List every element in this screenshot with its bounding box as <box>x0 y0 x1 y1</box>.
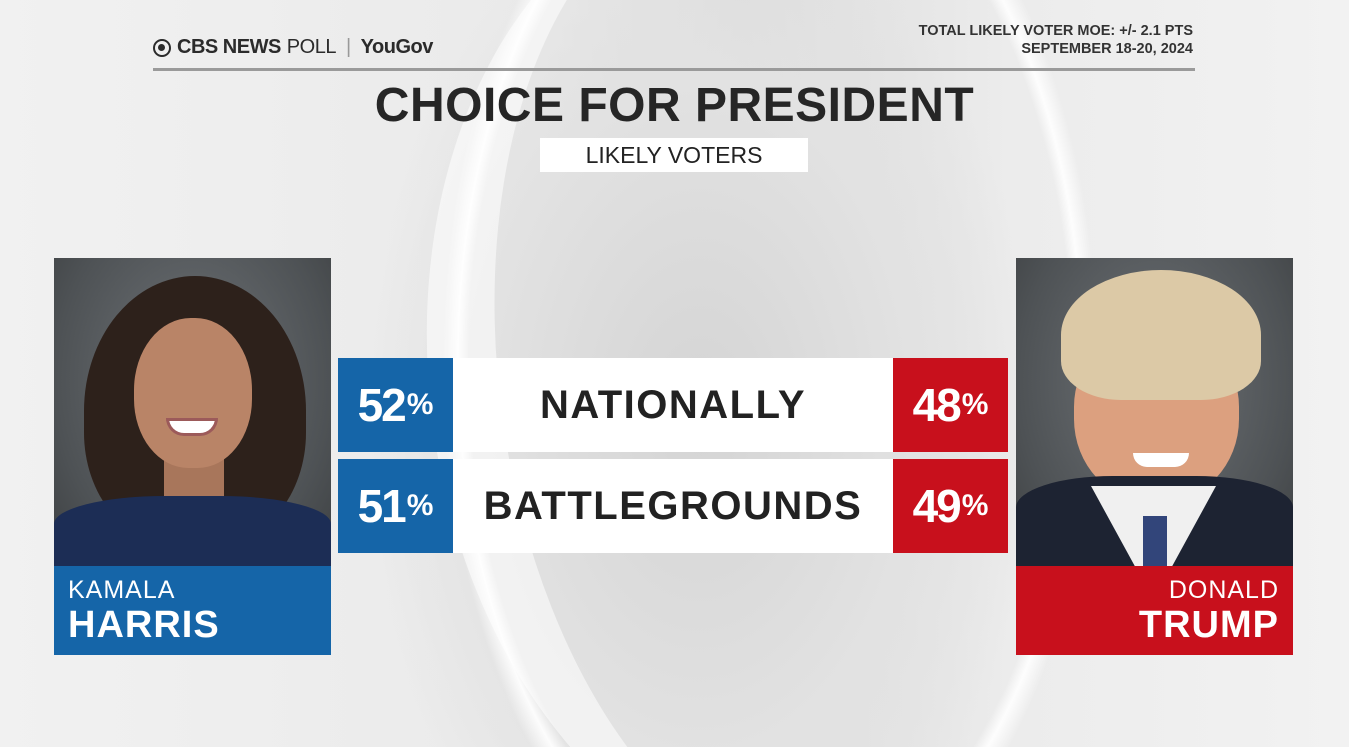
results-table: 52% NATIONALLY 48% 51% BATTLEGROUNDS 49% <box>338 358 1008 560</box>
harris-pct: 51% <box>338 459 453 553</box>
brand-separator: | <box>345 36 351 58</box>
brand-suffix: POLL <box>286 36 337 58</box>
brand-name: CBS NEWS <box>177 36 281 58</box>
candidate-card-harris: KAMALA HARRIS <box>54 258 331 655</box>
harris-last-name: HARRIS <box>68 604 220 646</box>
row-label: NATIONALLY <box>453 358 893 452</box>
trump-pct: 48% <box>893 358 1008 452</box>
result-row-nationally: 52% NATIONALLY 48% <box>338 358 1008 452</box>
poll-dates: SEPTEMBER 18-20, 2024 <box>1021 41 1193 57</box>
cbs-eye-icon <box>153 38 171 57</box>
partner-name: YouGov <box>360 36 434 58</box>
page-title: CHOICE FOR PRESIDENT <box>374 79 975 132</box>
moe-text: TOTAL LIKELY VOTER MOE: +/- 2.1 PTS <box>918 23 1193 39</box>
brand-header: CBS NEWS POLL | YouGov <box>153 36 433 59</box>
trump-pct: 49% <box>893 459 1008 553</box>
header-divider <box>153 68 1195 71</box>
row-label: BATTLEGROUNDS <box>453 459 893 553</box>
subtitle-badge: LIKELY VOTERS <box>540 138 808 172</box>
harris-photo <box>54 258 331 566</box>
trump-first-name: DONALD <box>1168 576 1279 604</box>
result-row-battlegrounds: 51% BATTLEGROUNDS 49% <box>338 459 1008 553</box>
trump-nameplate: DONALD TRUMP <box>1016 566 1293 655</box>
poll-meta: TOTAL LIKELY VOTER MOE: +/- 2.1 PTS SEPT… <box>919 22 1193 58</box>
harris-nameplate: KAMALA HARRIS <box>54 566 331 655</box>
trump-photo <box>1016 258 1293 566</box>
harris-first-name: KAMALA <box>68 576 176 604</box>
trump-last-name: TRUMP <box>1138 604 1279 646</box>
harris-pct: 52% <box>338 358 453 452</box>
candidate-card-trump: DONALD TRUMP <box>1016 258 1293 655</box>
